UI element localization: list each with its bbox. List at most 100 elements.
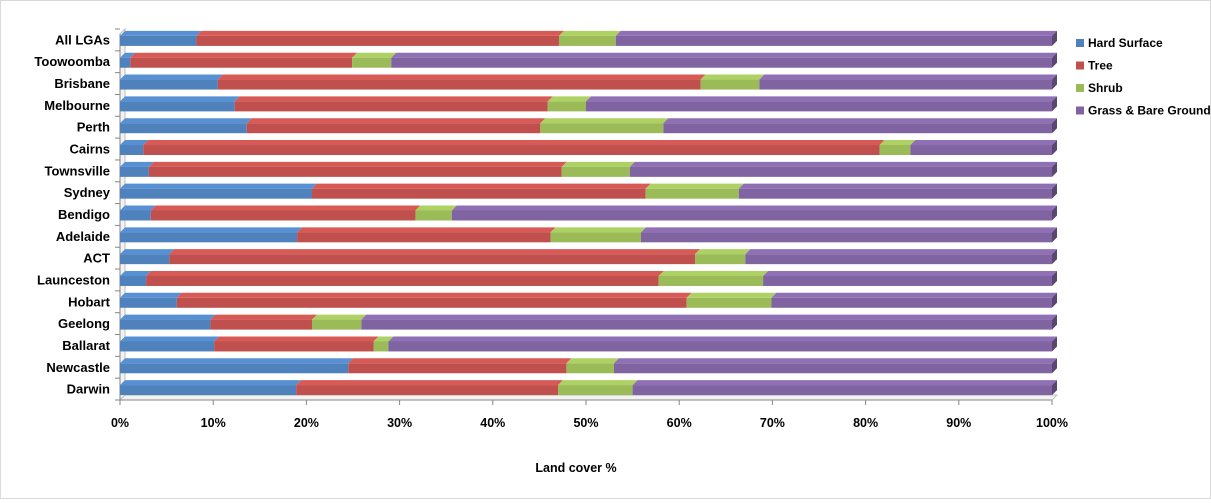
bar-segment: [120, 35, 197, 46]
category-label: Newcastle: [46, 360, 110, 375]
bar-segment: [632, 385, 1052, 396]
bar-segment: [311, 188, 646, 199]
category-label: Brisbane: [54, 76, 110, 91]
bar-end-face: [1052, 96, 1057, 112]
bar-segment-top: [146, 270, 664, 276]
legend-swatch: [1076, 106, 1084, 115]
x-tick-label: 60%: [667, 416, 692, 430]
bar-segment-top: [388, 336, 1057, 342]
bar-segment: [658, 275, 764, 286]
bar-segment: [169, 254, 696, 265]
bar-end-face: [1052, 336, 1057, 352]
bar-segment-top: [120, 314, 216, 320]
bar-segment-top: [143, 140, 885, 146]
bar-segment-top: [120, 336, 220, 342]
bar-segment-top: [540, 118, 669, 124]
bar-segment: [311, 319, 362, 330]
bar-segment-top: [700, 74, 765, 80]
legend-swatch: [1076, 39, 1084, 47]
bar-segment: [763, 275, 1052, 286]
bar-segment-top: [658, 270, 769, 276]
bar-segment: [196, 35, 559, 46]
bar-segment-top: [586, 96, 1057, 102]
x-tick-label: 0%: [111, 416, 129, 430]
bar-segment-top: [561, 161, 635, 167]
x-tick-label: 30%: [387, 416, 412, 430]
bar-segment: [120, 341, 215, 352]
bar-segment: [120, 101, 235, 112]
bar-segment: [120, 297, 177, 308]
bar-end-face: [1052, 380, 1057, 396]
legend-label: Shrub: [1088, 81, 1123, 95]
bar-segment-top: [771, 292, 1057, 298]
bar-segment-top: [120, 358, 354, 364]
bar-end-face: [1052, 292, 1057, 308]
bar-segment-top: [217, 74, 706, 80]
bar-segment-top: [632, 380, 1057, 386]
bar-segment: [566, 363, 614, 374]
bar-segment: [540, 123, 664, 134]
bar-segment-top: [550, 227, 646, 233]
bar-segment-top: [391, 52, 1057, 58]
bar-segment: [391, 57, 1052, 68]
legend-label: Grass & Bare Ground: [1088, 104, 1210, 118]
category-label: Perth: [77, 120, 110, 135]
bar-segment-top: [558, 30, 621, 36]
bar-segment-top: [311, 183, 651, 189]
bar-segment: [143, 145, 880, 156]
plot-floor: [118, 394, 1059, 401]
bar-segment-top: [695, 249, 751, 255]
bar-segment: [297, 232, 551, 243]
bars-layer: [120, 30, 1057, 396]
category-label: Sydney: [64, 185, 111, 200]
legend-label: Tree: [1088, 59, 1113, 73]
bar-segment-top: [415, 205, 457, 211]
bar-segment-top: [120, 205, 156, 211]
bar-segment-top: [686, 292, 777, 298]
category-label: Melbourne: [44, 98, 110, 113]
bar-segment-top: [373, 336, 394, 342]
bar-end-face: [1052, 140, 1057, 156]
bar-segment: [234, 101, 548, 112]
bar-segment: [558, 385, 633, 396]
bar-segment-top: [645, 183, 744, 189]
bar-segment: [686, 297, 772, 308]
category-label: Launceston: [37, 272, 110, 287]
bar-segment-top: [120, 183, 317, 189]
bar-end-face: [1052, 161, 1057, 177]
bar-segment-top: [558, 380, 638, 386]
bar-segment: [738, 188, 1052, 199]
x-axis-title: Land cover %: [535, 461, 616, 475]
bar-segment: [120, 385, 297, 396]
bar-segment-top: [910, 140, 1057, 146]
bar-segment: [561, 166, 630, 177]
bar-segment-top: [234, 96, 553, 102]
x-tick-label: 70%: [760, 416, 785, 430]
bar-segment-top: [148, 161, 567, 167]
bar-segment-top: [120, 161, 154, 167]
bar-segment: [663, 123, 1052, 134]
bar-segment: [700, 79, 760, 90]
legend: Hard Surface Tree Shrub Grass & Bare Ground: [1076, 36, 1211, 118]
x-tick-label: 100%: [1036, 416, 1068, 430]
bar-segment-top: [763, 270, 1057, 276]
bar-segment: [348, 363, 567, 374]
category-label: Townsville: [45, 163, 111, 178]
bar-segment: [150, 210, 416, 221]
bar-segment-top: [120, 380, 302, 386]
bar-end-face: [1052, 118, 1057, 134]
bar-segment-top: [120, 270, 152, 276]
bar-segment: [120, 145, 144, 156]
x-tick-label: 10%: [201, 416, 226, 430]
category-label: Geelong: [58, 316, 110, 331]
category-label: All LGAs: [55, 32, 110, 47]
bar-segment: [629, 166, 1052, 177]
bar-segment: [879, 145, 911, 156]
bar-segment-top: [196, 30, 564, 36]
x-tick-label: 90%: [946, 416, 971, 430]
bar-segment-top: [120, 140, 149, 146]
x-tick-label: 40%: [480, 416, 505, 430]
bar-end-face: [1052, 249, 1057, 265]
